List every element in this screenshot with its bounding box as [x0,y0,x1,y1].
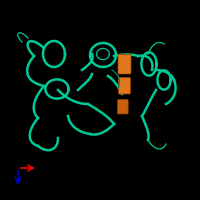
FancyBboxPatch shape [118,77,130,94]
FancyBboxPatch shape [117,99,128,114]
FancyBboxPatch shape [118,54,131,74]
